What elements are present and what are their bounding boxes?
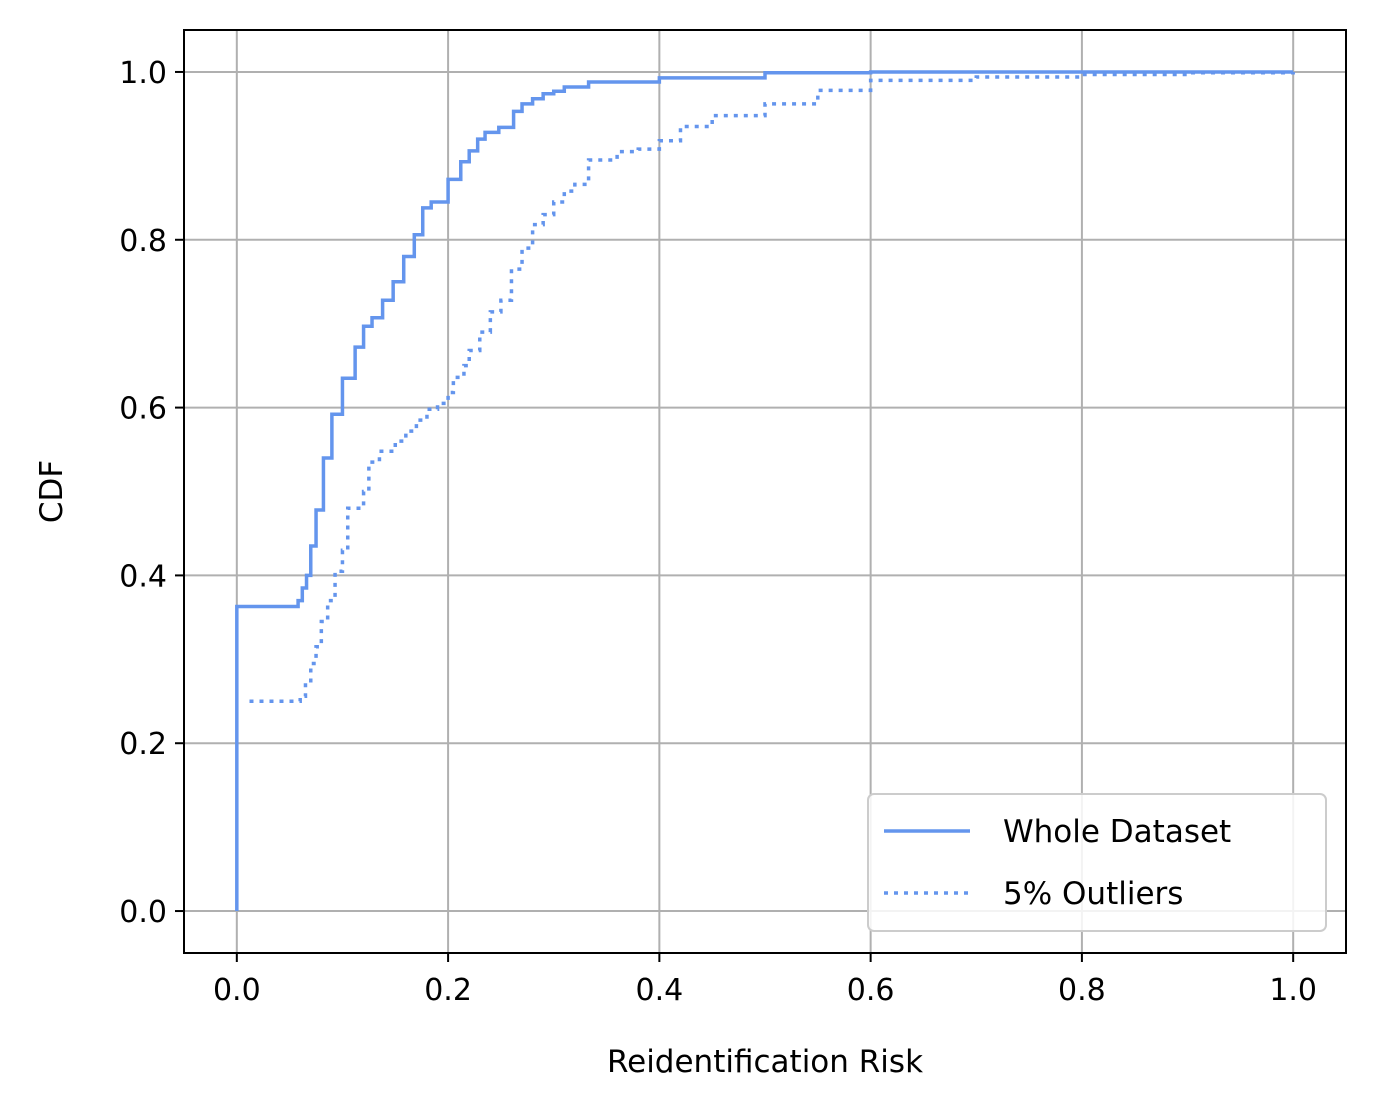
- ticks: 0.0 0.2 0.4 0.6 0.8 1.0 0.0 0.2 0.4 0.6 0.8 1.0: [119, 56, 1317, 1008]
- x-tick-label: 0.2: [424, 973, 472, 1008]
- x-tick-label: 0.8: [1058, 973, 1106, 1008]
- y-tick-label: 0.0: [119, 895, 167, 930]
- series-layer: [235, 70, 1295, 912]
- series-line-outliers: [249, 71, 1295, 704]
- legend: Whole Dataset 5% Outliers: [867, 793, 1327, 932]
- legend-label-outliers: 5% Outliers: [1003, 876, 1183, 912]
- x-tick-label: 0.6: [847, 973, 895, 1008]
- legend-box: [867, 793, 1327, 932]
- x-axis-label: Reidentification Risk: [607, 1044, 923, 1080]
- x-tick-label: 0.4: [636, 973, 684, 1008]
- y-tick-label: 0.8: [119, 224, 167, 259]
- legend-label-whole-dataset: Whole Dataset: [1003, 814, 1231, 850]
- x-tick-label: 0.0: [213, 973, 261, 1008]
- grid: [184, 30, 1346, 953]
- plot-frame: [183, 29, 1347, 954]
- y-tick-label: 0.2: [119, 727, 167, 762]
- x-tick-label: 1.0: [1269, 973, 1317, 1008]
- y-tick-label: 1.0: [119, 56, 167, 91]
- y-tick-label: 0.4: [119, 559, 167, 594]
- y-tick-label: 0.6: [119, 392, 167, 427]
- y-axis-label: CDF: [34, 460, 70, 523]
- series-line-whole-dataset: [235, 70, 1294, 912]
